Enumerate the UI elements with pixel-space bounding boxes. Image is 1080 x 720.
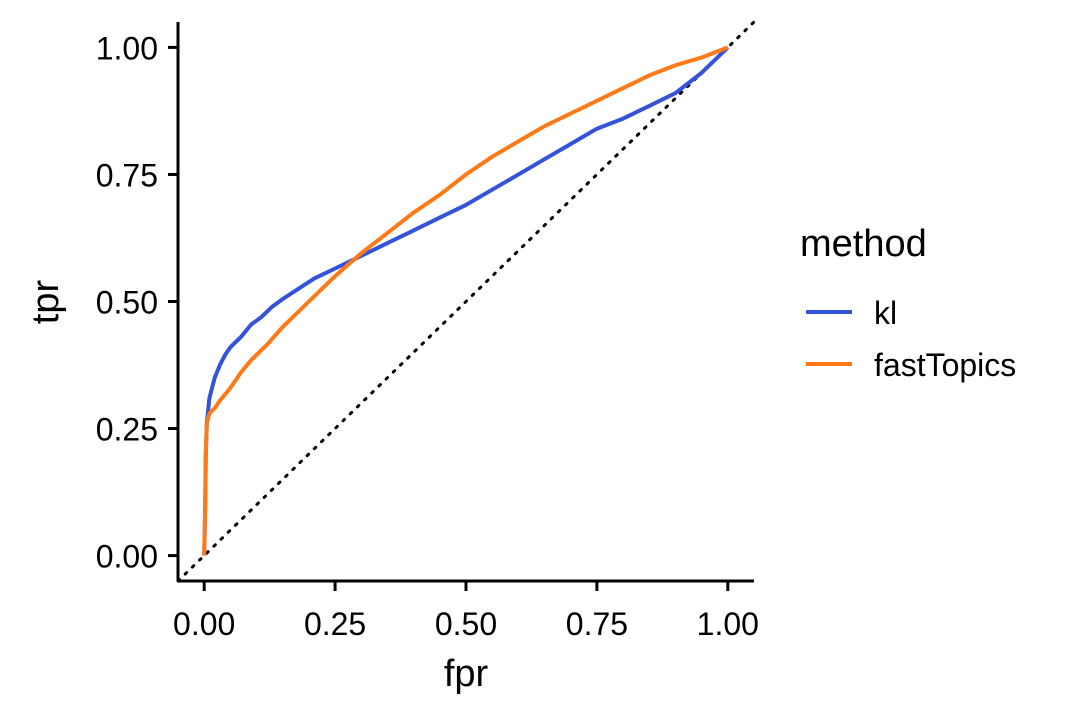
y-tick-label: 0.25 [96, 412, 158, 448]
series-line-fasttopics [202, 45, 729, 556]
series-line-kl [202, 45, 730, 556]
y-axis-title: tpr [25, 279, 67, 324]
y-tick-label: 0.50 [96, 285, 158, 321]
x-tick-label: 1.00 [697, 606, 759, 642]
legend-title: method [800, 223, 927, 265]
legend-label-fasttopics: fastTopics [874, 347, 1016, 383]
y-tick-label: 0.75 [96, 157, 158, 193]
y-tick-label: 1.00 [96, 30, 158, 66]
y-axis-ticks: 0.00 0.25 0.50 0.75 1.00 [96, 30, 178, 575]
x-axis-title: fpr [444, 653, 489, 695]
y-tick-label: 0.00 [96, 539, 158, 575]
legend: method kl fastTopics [800, 223, 1016, 383]
x-tick-label: 0.50 [435, 606, 497, 642]
x-tick-label: 0.00 [173, 606, 235, 642]
legend-label-kl: kl [874, 295, 897, 331]
x-tick-label: 0.25 [304, 606, 366, 642]
plot-area [176, 20, 756, 583]
diagonal-reference-line [176, 20, 756, 583]
x-tick-label: 0.75 [566, 606, 628, 642]
x-axis-ticks: 0.00 0.25 0.50 0.75 1.00 [173, 581, 759, 642]
